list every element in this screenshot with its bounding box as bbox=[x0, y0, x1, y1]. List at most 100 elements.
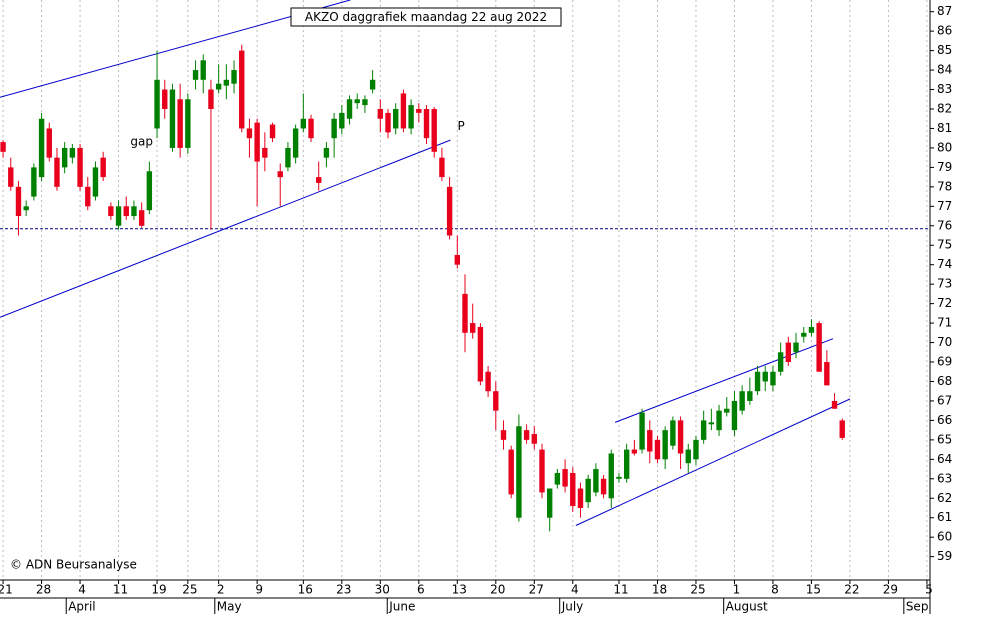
y-tick-label: 84 bbox=[937, 63, 952, 77]
plot-area: 21 28 4 11 19 25 2 9 16 23 30 6 13 20 27 4 11 18 25 1 8 15 22 2… bbox=[0, 0, 952, 614]
candle-body bbox=[100, 157, 106, 178]
candle-body bbox=[0, 142, 6, 152]
x-tick-label: 6 bbox=[417, 583, 425, 597]
title-box bbox=[290, 7, 562, 27]
candle-body bbox=[77, 147, 83, 187]
candle-body bbox=[15, 186, 22, 217]
y-tick-label: 72 bbox=[937, 296, 952, 310]
month-label: April bbox=[68, 600, 95, 614]
candle-body bbox=[115, 206, 122, 226]
x-tick-label: 11 bbox=[613, 583, 628, 597]
candle-body bbox=[146, 171, 153, 211]
candle-body bbox=[177, 99, 183, 148]
candle-body bbox=[654, 439, 661, 460]
candle-body bbox=[61, 147, 68, 168]
candle-body bbox=[208, 89, 214, 109]
candle-body bbox=[577, 488, 584, 508]
candle-body bbox=[647, 430, 653, 452]
candle-body bbox=[793, 342, 799, 353]
x-tick-label: 21 bbox=[0, 583, 13, 597]
y-tick-label: 59 bbox=[937, 549, 952, 563]
candle-body bbox=[300, 118, 307, 129]
y-tick-label: 85 bbox=[937, 43, 952, 57]
candle-body bbox=[254, 122, 260, 162]
candle-body bbox=[277, 171, 283, 178]
candle-body bbox=[523, 430, 530, 440]
candle-body bbox=[362, 99, 368, 106]
candle-body bbox=[700, 420, 707, 440]
candle-body bbox=[639, 412, 645, 450]
y-tick-label: 61 bbox=[937, 510, 952, 524]
candle-body bbox=[570, 472, 576, 507]
candle-body bbox=[108, 206, 114, 217]
candle-body bbox=[431, 108, 437, 152]
candle-body bbox=[777, 352, 784, 372]
candle-body bbox=[269, 124, 276, 139]
candle-body bbox=[485, 371, 491, 392]
candle-body bbox=[477, 326, 484, 382]
annotation: P bbox=[458, 119, 465, 133]
candle-body bbox=[585, 478, 591, 503]
candle-body bbox=[423, 108, 430, 139]
x-tick-label: 2 bbox=[217, 583, 225, 597]
candle-body bbox=[754, 371, 761, 392]
x-tick-label: 13 bbox=[452, 583, 467, 597]
candle-body bbox=[608, 453, 614, 499]
candle-body bbox=[38, 118, 45, 178]
candle-body bbox=[200, 60, 206, 80]
candle-body bbox=[400, 93, 407, 129]
candle-body bbox=[162, 89, 168, 109]
candle-body bbox=[808, 326, 815, 333]
y-tick-label: 77 bbox=[937, 199, 952, 213]
x-tick-label: 20 bbox=[490, 583, 505, 597]
candle-body bbox=[185, 99, 191, 148]
trend-line bbox=[0, 139, 451, 318]
candle-body bbox=[292, 128, 299, 158]
month-label: Sep bbox=[906, 600, 929, 614]
y-tick-label: 76 bbox=[937, 218, 952, 232]
x-tick-label: 30 bbox=[375, 583, 390, 597]
x-tick-label: 9 bbox=[255, 583, 263, 597]
candle-body bbox=[369, 79, 376, 90]
candle-body bbox=[54, 157, 60, 187]
month-label: June bbox=[388, 600, 415, 614]
candle-body bbox=[516, 426, 522, 518]
x-tick-label: 27 bbox=[529, 583, 544, 597]
candle-body bbox=[354, 99, 360, 104]
candle-body bbox=[770, 371, 776, 386]
candle-body bbox=[316, 177, 322, 183]
candle-body bbox=[685, 449, 691, 464]
candle-body bbox=[416, 108, 422, 113]
annotation: gap bbox=[130, 135, 153, 149]
x-tick-label: 18 bbox=[652, 583, 667, 597]
candle-body bbox=[662, 430, 668, 460]
y-tick-label: 63 bbox=[937, 471, 952, 485]
candle-body bbox=[454, 254, 460, 265]
candle-body bbox=[631, 449, 638, 454]
candle-body bbox=[31, 167, 37, 197]
candle-body bbox=[546, 488, 553, 518]
y-tick-label: 68 bbox=[937, 374, 952, 388]
candle-body bbox=[616, 476, 622, 479]
candle-body bbox=[446, 186, 453, 236]
y-tick-label: 66 bbox=[937, 413, 952, 427]
candle-body bbox=[331, 118, 337, 139]
candle-body bbox=[46, 128, 52, 158]
candle-body bbox=[693, 439, 699, 460]
month-label: July bbox=[561, 600, 584, 614]
candle-body bbox=[747, 391, 753, 401]
y-tick-label: 74 bbox=[937, 257, 952, 271]
y-tick-label: 80 bbox=[937, 140, 952, 154]
candle-body bbox=[801, 332, 807, 337]
candle-body bbox=[462, 293, 468, 333]
candle-body bbox=[262, 147, 268, 158]
candle-body bbox=[223, 79, 230, 86]
candle-body bbox=[308, 118, 314, 139]
candle-body bbox=[239, 50, 245, 129]
candle-body bbox=[762, 371, 768, 382]
candle-body bbox=[670, 420, 676, 446]
y-tick-label: 67 bbox=[937, 393, 952, 407]
candle-body bbox=[192, 70, 199, 80]
candle-body bbox=[470, 323, 476, 333]
